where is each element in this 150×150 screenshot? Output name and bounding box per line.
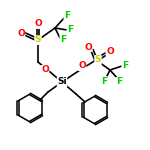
Text: F: F — [116, 78, 122, 87]
Text: O: O — [84, 42, 92, 51]
Text: O: O — [106, 48, 114, 57]
Text: O: O — [34, 20, 42, 28]
Text: F: F — [101, 76, 107, 85]
Text: O: O — [17, 30, 25, 39]
Text: S: S — [95, 56, 101, 64]
Text: S: S — [35, 36, 41, 45]
Text: F: F — [60, 36, 66, 45]
Text: F: F — [122, 61, 128, 70]
Text: O: O — [41, 66, 49, 75]
Text: F: F — [67, 26, 73, 34]
Text: Si: Si — [57, 78, 67, 87]
Text: O: O — [78, 61, 86, 70]
Text: F: F — [64, 11, 70, 20]
